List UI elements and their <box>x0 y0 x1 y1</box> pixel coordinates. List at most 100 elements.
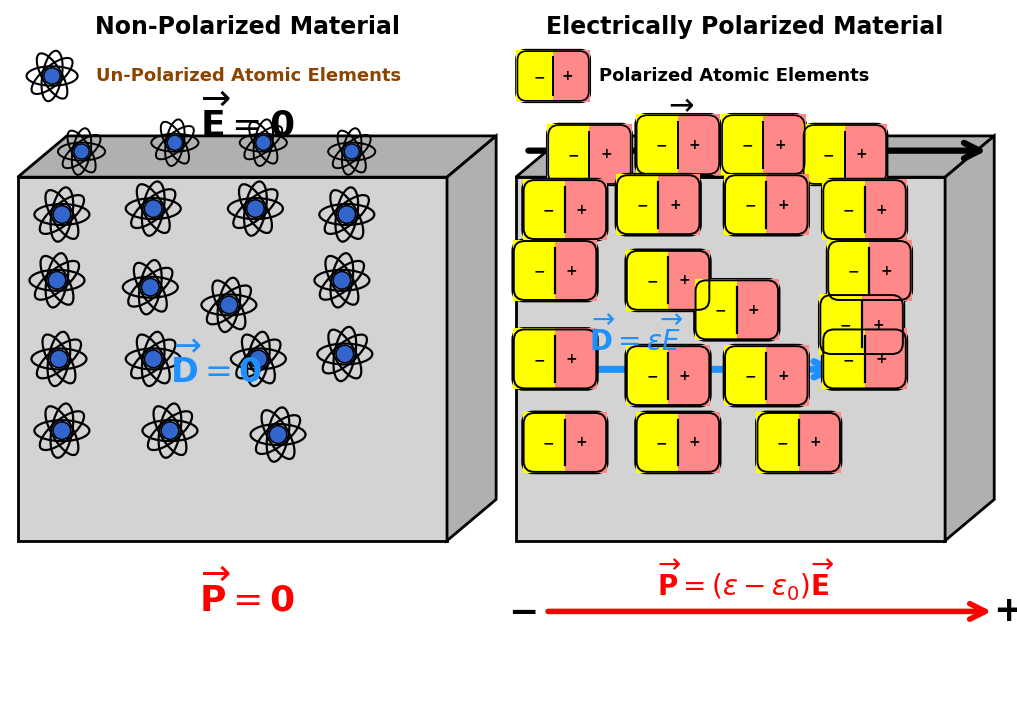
Text: $\mathbf{+}$: $\mathbf{+}$ <box>565 264 578 277</box>
Text: $\mathbf{+}$: $\mathbf{+}$ <box>993 594 1017 628</box>
Circle shape <box>161 422 179 440</box>
Polygon shape <box>757 412 798 473</box>
FancyBboxPatch shape <box>523 412 607 473</box>
Polygon shape <box>553 50 590 102</box>
Text: $\mathbf{-}$: $\mathbf{-}$ <box>655 435 667 450</box>
Text: $\mathbf{+}$: $\mathbf{+}$ <box>668 198 680 212</box>
Polygon shape <box>636 412 678 473</box>
Polygon shape <box>870 240 911 301</box>
Text: $\mathbf{-}$: $\mathbf{-}$ <box>743 369 756 383</box>
Polygon shape <box>945 136 995 541</box>
Text: $\mathbf{+}$: $\mathbf{+}$ <box>561 69 574 83</box>
Circle shape <box>247 200 264 218</box>
Polygon shape <box>17 136 496 177</box>
Text: $\mathbf{-}$: $\mathbf{-}$ <box>508 594 537 628</box>
Polygon shape <box>564 179 607 240</box>
Circle shape <box>74 144 89 159</box>
Polygon shape <box>625 345 668 406</box>
Polygon shape <box>827 240 870 301</box>
Polygon shape <box>845 124 887 185</box>
Polygon shape <box>636 114 678 175</box>
Circle shape <box>334 272 351 289</box>
Text: $\mathbf{+}$: $\mathbf{+}$ <box>875 352 887 366</box>
Text: $\mathbf{-}$: $\mathbf{-}$ <box>776 435 788 450</box>
Text: $\mathbf{-}$: $\mathbf{-}$ <box>655 138 667 152</box>
Circle shape <box>53 422 71 440</box>
Text: Electrically Polarized Material: Electrically Polarized Material <box>546 15 944 39</box>
Text: $\overrightarrow{\mathbf{E}}$: $\overrightarrow{\mathbf{E}}$ <box>668 101 695 145</box>
Text: $\mathbf{+}$: $\mathbf{+}$ <box>872 318 884 332</box>
Text: $\mathbf{+}$: $\mathbf{+}$ <box>880 264 892 277</box>
Polygon shape <box>658 174 701 235</box>
Polygon shape <box>766 174 809 235</box>
FancyBboxPatch shape <box>616 174 701 235</box>
Text: $\overrightarrow{\mathbf{D}} = \varepsilon\overrightarrow{\mathit{E}}$: $\overrightarrow{\mathbf{D}} = \varepsil… <box>590 317 684 357</box>
Text: $\mathbf{-}$: $\mathbf{-}$ <box>533 69 545 83</box>
Circle shape <box>249 350 267 368</box>
Circle shape <box>255 135 271 150</box>
FancyBboxPatch shape <box>625 250 710 311</box>
Polygon shape <box>864 179 907 240</box>
Text: $\mathbf{+}$: $\mathbf{+}$ <box>774 138 786 152</box>
Text: $\mathbf{-}$: $\mathbf{-}$ <box>542 435 554 450</box>
FancyBboxPatch shape <box>513 328 597 389</box>
Text: $\overrightarrow{\mathbf{P}} = \mathbf{0}$: $\overrightarrow{\mathbf{P}} = \mathbf{0… <box>199 568 295 618</box>
FancyBboxPatch shape <box>636 114 720 175</box>
Polygon shape <box>564 412 607 473</box>
Polygon shape <box>447 136 496 541</box>
Text: $\mathbf{+}$: $\mathbf{+}$ <box>809 435 821 450</box>
FancyBboxPatch shape <box>820 294 904 355</box>
FancyBboxPatch shape <box>802 124 887 185</box>
Circle shape <box>220 296 238 313</box>
FancyBboxPatch shape <box>823 179 907 240</box>
Circle shape <box>50 350 68 368</box>
Polygon shape <box>861 294 904 355</box>
Text: $\mathbf{-}$: $\mathbf{-}$ <box>646 369 658 383</box>
Circle shape <box>336 345 354 363</box>
Circle shape <box>144 200 162 218</box>
Polygon shape <box>724 345 766 406</box>
Circle shape <box>270 426 287 443</box>
Text: $\mathbf{+}$: $\mathbf{+}$ <box>689 435 701 450</box>
Text: $\mathbf{-}$: $\mathbf{-}$ <box>567 147 580 162</box>
Text: Non-Polarized Material: Non-Polarized Material <box>95 15 400 39</box>
Text: Polarized Atomic Elements: Polarized Atomic Elements <box>599 67 870 85</box>
Polygon shape <box>555 240 597 301</box>
Polygon shape <box>523 412 564 473</box>
Polygon shape <box>517 50 553 102</box>
Text: $\mathbf{+}$: $\mathbf{+}$ <box>777 198 789 212</box>
Text: $\overrightarrow{\mathbf{P}} = (\varepsilon - \varepsilon_0)\overrightarrow{\mat: $\overrightarrow{\mathbf{P}} = (\varepsi… <box>657 559 834 603</box>
Text: $\mathbf{-}$: $\mathbf{-}$ <box>842 203 854 216</box>
Polygon shape <box>695 279 737 340</box>
Text: $\mathbf{+}$: $\mathbf{+}$ <box>855 147 868 162</box>
Text: $\mathbf{-}$: $\mathbf{-}$ <box>533 352 545 366</box>
Polygon shape <box>516 136 995 177</box>
FancyBboxPatch shape <box>517 50 590 102</box>
Text: $\mathbf{+}$: $\mathbf{+}$ <box>777 369 789 383</box>
Text: $\mathbf{+}$: $\mathbf{+}$ <box>576 203 587 216</box>
FancyBboxPatch shape <box>721 114 805 175</box>
Text: $\mathbf{-}$: $\mathbf{-}$ <box>533 264 545 277</box>
Polygon shape <box>678 412 720 473</box>
Polygon shape <box>513 328 555 389</box>
Text: $\mathbf{+}$: $\mathbf{+}$ <box>689 138 701 152</box>
Polygon shape <box>555 328 597 389</box>
Text: $\mathbf{-}$: $\mathbf{-}$ <box>542 203 554 216</box>
Circle shape <box>344 144 359 159</box>
Polygon shape <box>547 124 590 185</box>
Polygon shape <box>516 177 945 541</box>
Polygon shape <box>513 240 555 301</box>
Polygon shape <box>823 328 864 389</box>
Text: Un-Polarized Atomic Elements: Un-Polarized Atomic Elements <box>97 67 402 85</box>
Circle shape <box>144 350 162 368</box>
Circle shape <box>141 279 159 296</box>
Polygon shape <box>864 328 907 389</box>
Polygon shape <box>798 412 841 473</box>
Text: $\mathbf{-}$: $\mathbf{-}$ <box>743 198 756 212</box>
Polygon shape <box>802 124 845 185</box>
Text: $\mathbf{+}$: $\mathbf{+}$ <box>576 435 587 450</box>
FancyBboxPatch shape <box>636 412 720 473</box>
FancyBboxPatch shape <box>757 412 841 473</box>
Text: $\mathbf{+}$: $\mathbf{+}$ <box>875 203 887 216</box>
Polygon shape <box>823 179 864 240</box>
